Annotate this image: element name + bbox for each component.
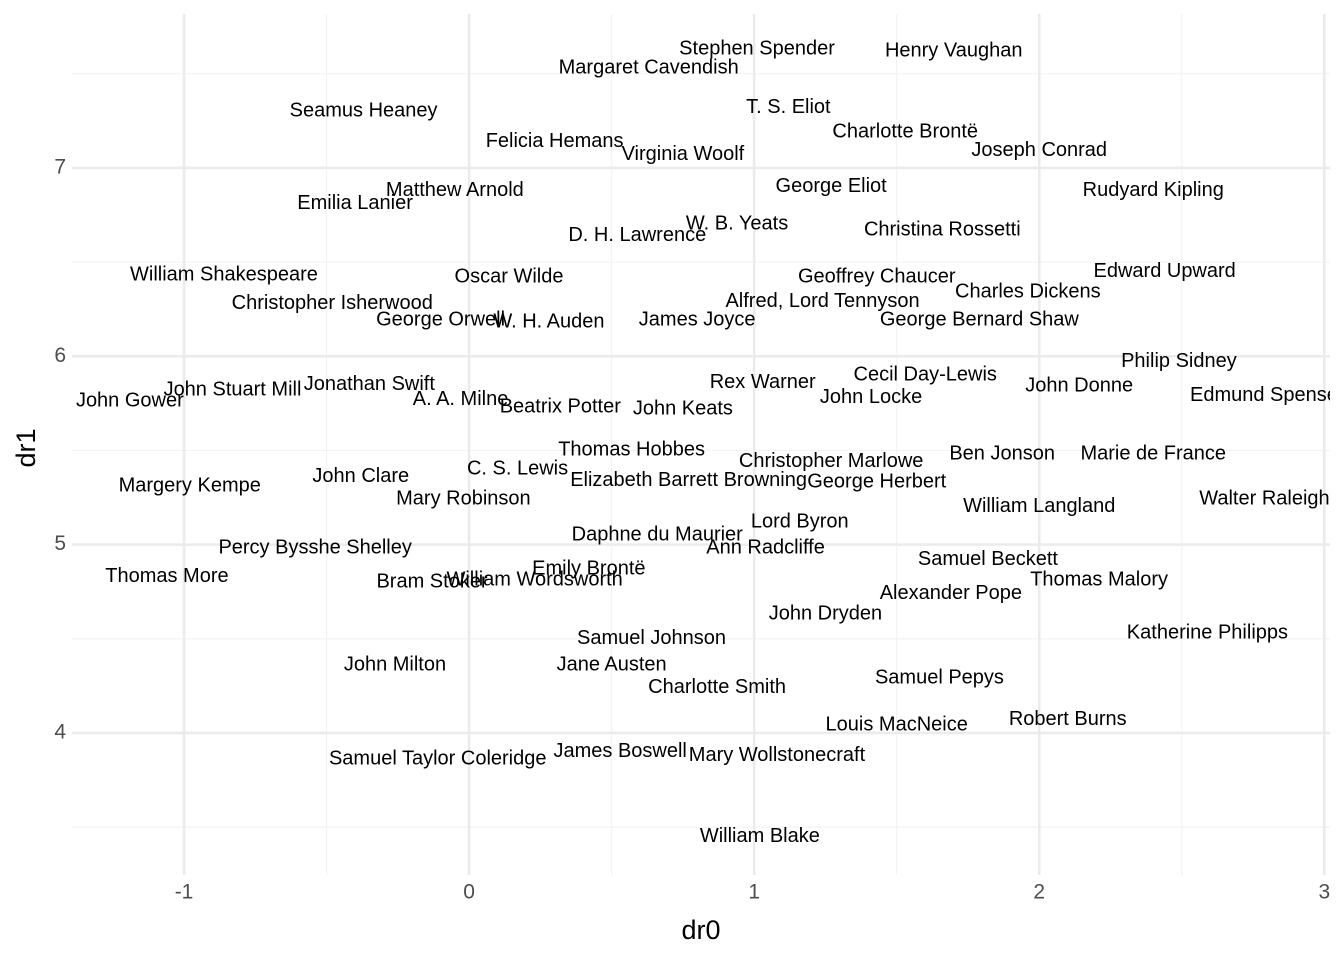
point-label: Marie de France bbox=[1080, 442, 1226, 464]
point-label: Matthew Arnold bbox=[386, 179, 524, 201]
y-tick-label: 6 bbox=[54, 344, 66, 367]
point-label: John Locke bbox=[820, 386, 922, 408]
x-tick-label: 0 bbox=[463, 881, 475, 904]
x-tick-label: -1 bbox=[175, 881, 194, 904]
point-label: George Herbert bbox=[807, 471, 946, 493]
point-label: Thomas Malory bbox=[1030, 569, 1168, 591]
point-label: Ben Jonson bbox=[949, 442, 1055, 464]
point-label: Lord Byron bbox=[751, 510, 849, 532]
point-label: Samuel Pepys bbox=[875, 667, 1004, 689]
point-label: George Eliot bbox=[776, 175, 888, 197]
point-label: T. S. Eliot bbox=[746, 96, 831, 118]
points: Stephen Spender Henry Vaughan Margaret Cav… bbox=[76, 38, 1344, 847]
point-label: Christopher Isherwood bbox=[232, 292, 433, 314]
point-label: Geoffrey Chaucer bbox=[798, 265, 956, 287]
point-label: Cecil Day-Lewis bbox=[854, 363, 997, 385]
point-label: James Joyce bbox=[639, 309, 756, 331]
point-label: Bram Stoker bbox=[376, 571, 487, 593]
point-label: Stephen Spender bbox=[679, 38, 835, 60]
point-label: Emilia Lanier bbox=[297, 192, 413, 214]
point-label: Christina Rossetti bbox=[864, 218, 1021, 240]
point-label: James Boswell bbox=[553, 740, 686, 762]
point-label: John Keats bbox=[633, 397, 733, 419]
point-label: Thomas Hobbes bbox=[558, 439, 705, 461]
point-label: Jane Austen bbox=[557, 653, 667, 675]
point-label: Alexander Pope bbox=[880, 582, 1022, 604]
y-axis-title: dr1 bbox=[11, 428, 41, 467]
point-label: Henry Vaughan bbox=[885, 39, 1023, 61]
point-label: Samuel Taylor Coleridge bbox=[329, 748, 547, 770]
x-tick-label: 2 bbox=[1033, 881, 1045, 904]
point-label: John Milton bbox=[344, 653, 446, 675]
point-label: Virginia Woolf bbox=[622, 143, 745, 165]
point-label: C. S. Lewis bbox=[467, 458, 568, 480]
point-label: Jonathan Swift bbox=[304, 373, 436, 395]
point-label: Samuel Beckett bbox=[918, 548, 1059, 570]
point-label: John Clare bbox=[312, 465, 409, 487]
point-label: Seamus Heaney bbox=[290, 100, 438, 122]
point-label: Margaret Cavendish bbox=[559, 56, 739, 78]
y-tick-label: 5 bbox=[54, 532, 66, 555]
point-label: Rex Warner bbox=[710, 371, 816, 393]
point-label: John Gower bbox=[76, 390, 184, 412]
point-label: Rudyard Kipling bbox=[1083, 179, 1224, 201]
point-label: Ann Radcliffe bbox=[706, 537, 825, 559]
point-label: Thomas More bbox=[105, 565, 228, 587]
point-label: John Stuart Mill bbox=[164, 378, 302, 400]
point-label: Mary Wollstonecraft bbox=[689, 744, 866, 766]
point-label: George Orwell bbox=[376, 309, 505, 331]
grid bbox=[72, 14, 1330, 875]
point-label: William Blake bbox=[700, 825, 820, 847]
y-tick-label: 4 bbox=[54, 721, 66, 744]
point-label: Margery Kempe bbox=[119, 475, 261, 497]
point-label: John Dryden bbox=[769, 603, 882, 625]
point-label: Emily Brontë bbox=[532, 557, 645, 579]
x-tick-label: 3 bbox=[1318, 881, 1330, 904]
point-label: Oscar Wilde bbox=[455, 265, 564, 287]
point-label: George Bernard Shaw bbox=[880, 309, 1080, 331]
point-label: Charles Dickens bbox=[955, 280, 1101, 302]
point-label: Percy Bysshe Shelley bbox=[218, 537, 411, 559]
point-label: Felicia Hemans bbox=[486, 130, 624, 152]
point-label: Philip Sidney bbox=[1121, 350, 1237, 372]
point-label: Alfred, Lord Tennyson bbox=[725, 290, 919, 312]
point-label: Daphne du Maurier bbox=[572, 523, 744, 545]
point-label: Charlotte Brontë bbox=[832, 120, 978, 142]
point-label: Charlotte Smith bbox=[648, 676, 786, 698]
point-label: W. B. Yeats bbox=[686, 213, 788, 235]
point-label: Elizabeth Barrett Browning bbox=[570, 469, 807, 491]
point-label: John Donne bbox=[1025, 375, 1133, 397]
point-label: Beatrix Potter bbox=[500, 395, 622, 417]
point-label: A. A. Milne bbox=[413, 388, 509, 410]
point-label: William Langland bbox=[963, 495, 1115, 517]
point-label: W. H. Auden bbox=[493, 311, 604, 333]
y-tick-label: 7 bbox=[54, 155, 66, 178]
point-label: Walter Raleigh bbox=[1199, 488, 1329, 510]
point-label: Mary Robinson bbox=[396, 488, 531, 510]
point-label: William Wordsworth bbox=[446, 569, 622, 591]
point-label: Edward Upward bbox=[1094, 260, 1236, 282]
point-label: Katherine Philipps bbox=[1127, 621, 1288, 643]
point-label: Joseph Conrad bbox=[971, 139, 1107, 161]
x-tick-label: 1 bbox=[748, 881, 760, 904]
point-label: Edmund Spenser bbox=[1190, 384, 1344, 406]
point-label: Samuel Johnson bbox=[577, 627, 726, 649]
point-label: William Shakespeare bbox=[130, 264, 318, 286]
point-label: Louis MacNeice bbox=[826, 714, 968, 736]
point-label: D. H. Lawrence bbox=[568, 224, 706, 246]
point-label: Christopher Marlowe bbox=[739, 450, 924, 472]
x-axis-title: dr0 bbox=[681, 915, 720, 945]
point-label: Robert Burns bbox=[1009, 708, 1127, 730]
